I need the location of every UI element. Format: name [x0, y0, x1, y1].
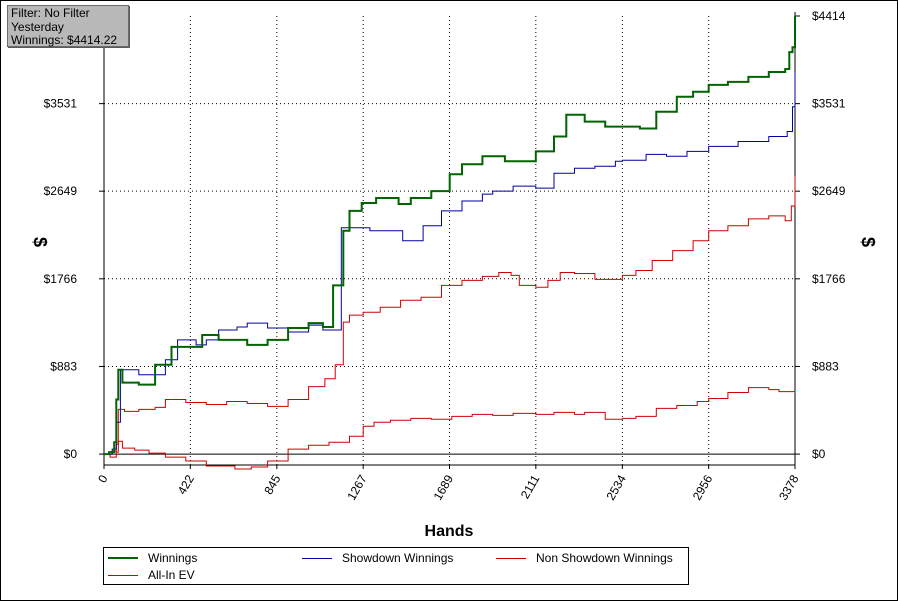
axes-layer: [103, 12, 796, 466]
y-tick-label-left: $0: [64, 447, 78, 461]
y-tick-label-right: $883: [812, 359, 839, 373]
y-axis-title-left: $: [30, 237, 50, 247]
x-tick-label: 845: [261, 472, 283, 497]
all-in-ev-line: [104, 176, 796, 455]
legend-item-winnings: Winnings: [108, 550, 197, 566]
winnings-line: [104, 16, 796, 456]
x-tick-label: 1689: [431, 472, 457, 502]
winnings-total-label: Winnings: $4414.22: [11, 33, 118, 47]
non-showdown-winnings-line: [104, 387, 796, 470]
x-tick-label: 0: [95, 472, 111, 485]
grid-layer: [104, 16, 795, 465]
filter-label: Filter: No Filter: [11, 6, 90, 20]
filter-info-box: Filter: No Filter Yesterday Winnings: $4…: [7, 5, 129, 47]
x-tick-label: 2534: [603, 472, 629, 502]
y-axis-title-right: $: [858, 237, 878, 247]
legend: Winnings Showdown Winnings Non Showdown …: [103, 547, 689, 585]
x-axis-title: Hands: [425, 523, 474, 540]
ticks-layer: 0 422 845 1267 1689 2111 2534 2956 3378 $0 $0 $883 $…: [44, 9, 846, 503]
y-tick-label-right: $0: [812, 447, 826, 461]
legend-item-all-in-ev: All-In EV: [108, 567, 195, 583]
showdown-winnings-line: [104, 72, 796, 455]
x-tick-label: 1267: [344, 472, 370, 502]
legend-swatch-non-showdown: [496, 557, 526, 559]
legend-swatch-all-in-ev: [108, 574, 138, 576]
y-tick-label-left: $883: [50, 359, 77, 373]
y-tick-label-right: $4414: [812, 9, 846, 23]
y-tick-label-left: $2649: [44, 184, 78, 198]
legend-swatch-showdown: [302, 557, 332, 559]
y-tick-label-left: $1766: [44, 272, 78, 286]
y-tick-label-right: $3531: [812, 97, 846, 111]
x-tick-label: 2956: [690, 472, 716, 502]
x-tick-label: 3378: [776, 472, 802, 502]
legend-item-showdown: Showdown Winnings: [302, 550, 453, 566]
y-tick-label-right: $2649: [812, 184, 846, 198]
legend-label-showdown: Showdown Winnings: [342, 551, 454, 565]
x-tick-label: 422: [175, 472, 197, 497]
date-range-label: Yesterday: [11, 19, 64, 34]
y-tick-label-left: $3531: [44, 97, 78, 111]
series-layer: [104, 16, 796, 470]
legend-item-non-showdown: Non Showdown Winnings: [496, 550, 673, 566]
x-tick-label: 2111: [518, 472, 543, 501]
legend-label-all-in-ev: All-In EV: [148, 568, 195, 582]
legend-label-winnings: Winnings: [148, 551, 198, 565]
legend-label-non-showdown: Non Showdown Winnings: [536, 551, 673, 565]
y-tick-label-right: $1766: [812, 272, 846, 286]
legend-swatch-winnings: [108, 557, 138, 559]
